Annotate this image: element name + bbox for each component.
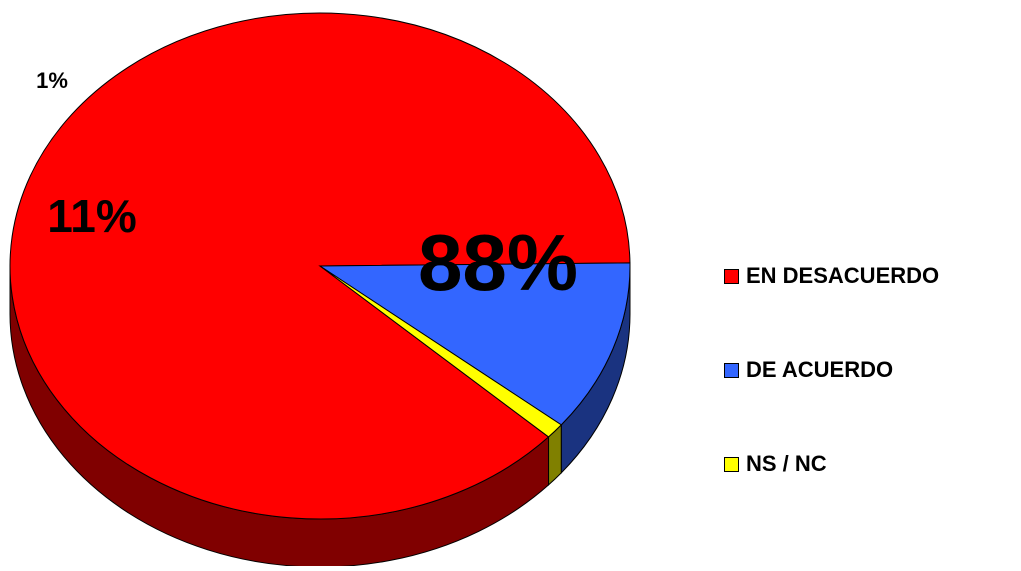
data-label-en-desacuerdo: 88% [418, 218, 578, 307]
legend-swatch-de-acuerdo [724, 362, 739, 378]
legend-swatch-ns-nc [724, 456, 739, 472]
legend-item-en-desacuerdo: EN DESACUERDO [724, 263, 1014, 289]
pie-slice-de-acuerdo [318, 262, 631, 426]
legend: EN DESACUERDO DE ACUERDO NS / NC [724, 263, 1014, 545]
pie-slice-ns-nc [319, 265, 563, 438]
data-label-ns-nc: 1% [36, 68, 68, 93]
data-label-de-acuerdo: 11% [47, 190, 137, 242]
legend-swatch-en-desacuerdo [724, 268, 739, 284]
legend-item-ns-nc: NS / NC [724, 451, 1014, 477]
legend-label-ns-nc: NS / NC [746, 451, 827, 476]
legend-label-en-desacuerdo: EN DESACUERDO [746, 263, 940, 288]
legend-label-de-acuerdo: DE ACUERDO [746, 357, 894, 382]
legend-item-de-acuerdo: DE ACUERDO [724, 357, 1014, 383]
